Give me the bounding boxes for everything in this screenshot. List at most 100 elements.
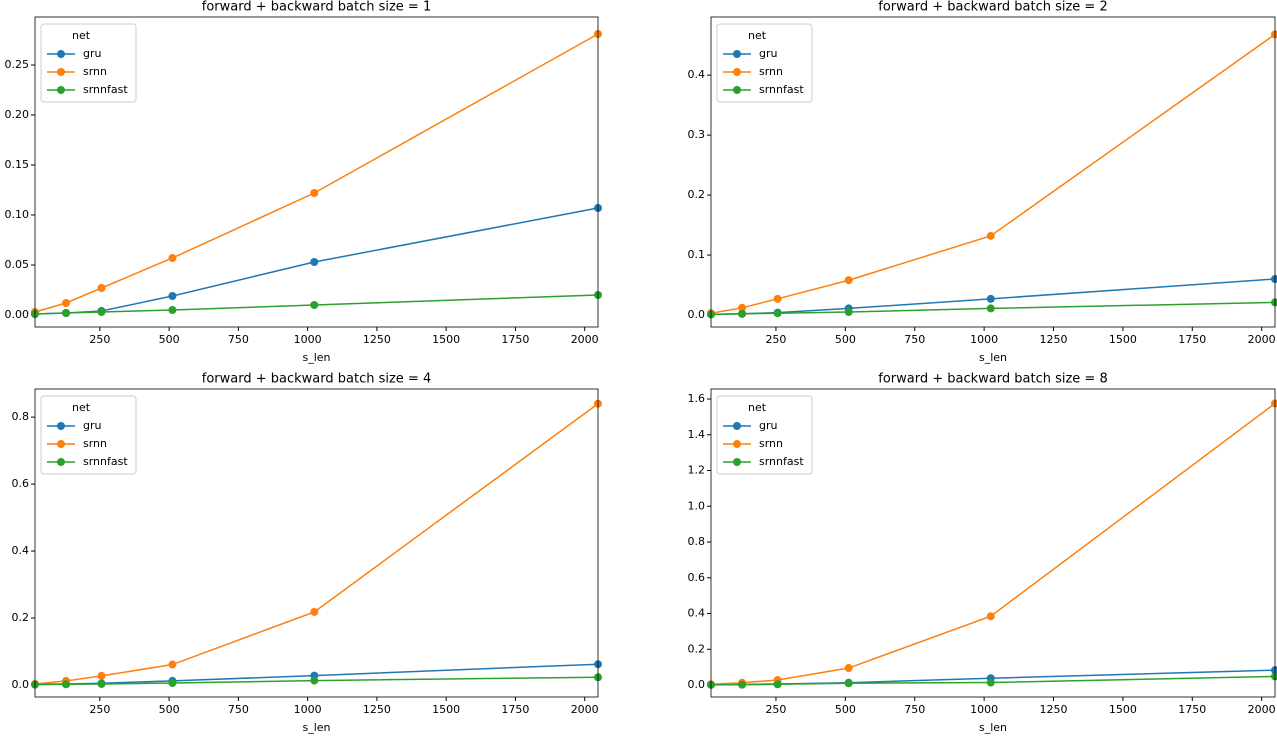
subplot: forward + backward batch size = 4 s_len 25… bbox=[12, 372, 602, 734]
series-line bbox=[710, 301, 1276, 316]
x-tick-label: 250 bbox=[765, 703, 786, 716]
axes-frame bbox=[34, 16, 599, 328]
legend-box bbox=[40, 23, 137, 103]
series-line bbox=[34, 33, 599, 313]
legend-label: srnnfast bbox=[759, 455, 804, 468]
y-tick-label: 0.2 bbox=[688, 642, 706, 655]
data-point bbox=[1271, 672, 1277, 681]
data-point bbox=[986, 294, 995, 303]
y-tick-label: 0.6 bbox=[12, 477, 30, 490]
x-tick-label: 1750 bbox=[501, 333, 529, 346]
x-tick-label: 1500 bbox=[1109, 703, 1137, 716]
x-tick-label: 1250 bbox=[1040, 703, 1068, 716]
x-tick-label: 1000 bbox=[294, 333, 322, 346]
x-tick-label: 2000 bbox=[1248, 703, 1276, 716]
legend-marker bbox=[733, 458, 741, 466]
data-point bbox=[97, 671, 106, 680]
subplot: forward + backward batch size = 1 s_len 25… bbox=[5, 0, 602, 364]
data-point bbox=[773, 680, 782, 689]
data-point bbox=[844, 308, 853, 317]
x-tick-label: 750 bbox=[904, 333, 925, 346]
data-point bbox=[844, 679, 853, 688]
y-tick-label: 0.0 bbox=[688, 308, 706, 321]
y-tick-label: 0.2 bbox=[688, 188, 706, 201]
x-tick-label: 250 bbox=[765, 333, 786, 346]
legend-label: srnn bbox=[83, 437, 107, 450]
chart-title: forward + backward batch size = 8 bbox=[878, 372, 1107, 387]
x-axis-label: s_len bbox=[302, 721, 330, 734]
legend-label: srnnfast bbox=[83, 83, 128, 96]
legend-marker bbox=[733, 50, 741, 58]
data-point bbox=[773, 309, 782, 318]
legend-box bbox=[716, 395, 813, 475]
y-tick-label: 0.2 bbox=[12, 611, 30, 624]
legend-title: net bbox=[72, 29, 91, 42]
x-tick-label: 750 bbox=[228, 703, 249, 716]
chart-title: forward + backward batch size = 1 bbox=[202, 0, 431, 15]
data-point bbox=[773, 294, 782, 303]
y-tick-label: 0.3 bbox=[688, 128, 706, 141]
legend-marker bbox=[57, 68, 65, 76]
subplot: forward + backward batch size = 2 s_len 25… bbox=[688, 0, 1277, 364]
series-line bbox=[34, 294, 599, 315]
y-tick-label: 1.0 bbox=[688, 499, 706, 512]
data-point bbox=[738, 303, 747, 312]
y-tick-label: 0.8 bbox=[12, 410, 30, 423]
x-tick-label: 1250 bbox=[363, 333, 391, 346]
x-tick-label: 1000 bbox=[970, 703, 998, 716]
y-tick-label: 0.20 bbox=[5, 108, 30, 121]
legend-label: srnnfast bbox=[83, 455, 128, 468]
legend-label: gru bbox=[83, 419, 101, 432]
legend-label: srnn bbox=[83, 65, 107, 78]
x-axis-label: s_len bbox=[302, 351, 330, 364]
chart-title: forward + backward batch size = 4 bbox=[202, 372, 431, 387]
data-point bbox=[97, 308, 106, 316]
x-tick-label: 1500 bbox=[1109, 333, 1137, 346]
legend-label: gru bbox=[759, 47, 777, 60]
legend-marker bbox=[57, 50, 65, 58]
x-tick-label: 1500 bbox=[432, 703, 460, 716]
legend-label: srnnfast bbox=[759, 83, 804, 96]
data-point bbox=[986, 612, 995, 621]
data-point bbox=[738, 309, 747, 318]
x-tick-label: 1750 bbox=[1178, 333, 1206, 346]
series-line bbox=[710, 675, 1276, 686]
data-point bbox=[986, 304, 995, 313]
legend-marker bbox=[57, 86, 65, 94]
x-tick-label: 750 bbox=[228, 333, 249, 346]
y-tick-label: 0.0 bbox=[688, 678, 706, 691]
y-tick-label: 0.6 bbox=[688, 571, 706, 584]
legend-label: srnn bbox=[759, 65, 783, 78]
y-tick-label: 1.4 bbox=[688, 428, 706, 441]
x-tick-label: 1250 bbox=[1040, 333, 1068, 346]
legend-marker bbox=[733, 86, 741, 94]
y-tick-label: 0.4 bbox=[688, 607, 706, 620]
legend-marker bbox=[57, 458, 65, 466]
x-tick-label: 750 bbox=[904, 703, 925, 716]
data-point bbox=[844, 276, 853, 285]
x-tick-label: 500 bbox=[835, 703, 856, 716]
y-tick-label: 0.8 bbox=[688, 535, 706, 548]
y-tick-label: 0.0 bbox=[12, 678, 30, 691]
x-tick-label: 500 bbox=[159, 703, 180, 716]
legend: net gru srnn srnnfast bbox=[716, 23, 813, 103]
x-tick-label: 1250 bbox=[363, 703, 391, 716]
data-point bbox=[62, 680, 71, 689]
data-point bbox=[62, 299, 71, 307]
x-tick-label: 1500 bbox=[432, 333, 460, 346]
legend-label: gru bbox=[759, 419, 777, 432]
data-point bbox=[1271, 275, 1277, 284]
legend-marker bbox=[733, 68, 741, 76]
legend-title: net bbox=[748, 29, 767, 42]
x-tick-label: 250 bbox=[89, 703, 110, 716]
y-tick-label: 1.6 bbox=[688, 392, 706, 405]
legend-marker bbox=[733, 440, 741, 448]
chart-title: forward + backward batch size = 2 bbox=[878, 0, 1107, 15]
data-point bbox=[986, 231, 995, 240]
data-point bbox=[62, 309, 71, 317]
data-point bbox=[97, 284, 106, 292]
data-point bbox=[168, 660, 177, 669]
x-tick-label: 1750 bbox=[1178, 703, 1206, 716]
data-point bbox=[168, 292, 177, 300]
y-tick-label: 0.4 bbox=[688, 68, 706, 81]
